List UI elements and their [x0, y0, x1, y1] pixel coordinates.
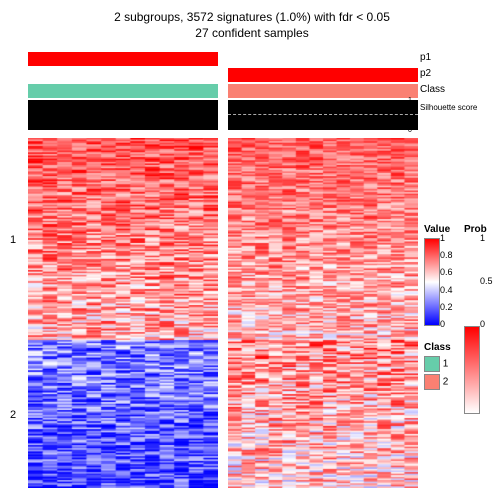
anno-label-p2: p2	[420, 68, 431, 79]
legend-class-title: Class	[424, 342, 451, 353]
anno-p1-right	[228, 52, 418, 66]
anno-class-left	[28, 84, 218, 98]
legend-value-tick: 0.4	[440, 285, 453, 295]
legend-prob-tick: 1	[480, 233, 485, 243]
anno-class-right	[228, 84, 418, 98]
legend-value-tick: 0	[440, 319, 445, 329]
legend-value-title: Value	[424, 224, 450, 235]
anno-label-class: Class	[420, 84, 445, 95]
legend-prob-tick: 0.5	[480, 276, 493, 286]
legend-prob-gradient	[464, 326, 480, 414]
anno-p2-right	[228, 68, 418, 82]
row-group-label-2: 2	[10, 409, 16, 421]
anno-label-p1: p1	[420, 52, 431, 63]
sil-tick: 0	[408, 127, 412, 134]
heatmap-left	[28, 138, 218, 488]
sil-dash-line	[228, 114, 418, 115]
title-line2: 27 confident samples	[0, 26, 504, 40]
title-line1: 2 subgroups, 3572 signatures (1.0%) with…	[0, 10, 504, 24]
anno-silhouette-right	[228, 100, 418, 130]
anno-p2-left	[28, 68, 218, 82]
legend-value-tick: 1	[440, 233, 445, 243]
row-group-label-1: 1	[10, 234, 16, 246]
anno-label-silhouette: Silhouette score	[420, 104, 477, 112]
legend-value-tick: 0.8	[440, 250, 453, 260]
anno-p1-left	[28, 52, 218, 66]
legend-value-tick: 0.2	[440, 302, 453, 312]
legend-prob-tick: 0	[480, 319, 485, 329]
legend-value-gradient	[424, 238, 440, 326]
legend-value-tick: 0.6	[440, 267, 453, 277]
anno-silhouette-left	[28, 100, 218, 130]
legend-class-item-2: 2	[424, 374, 448, 390]
heatmap-right	[228, 138, 418, 488]
sil-tick: 1	[408, 97, 412, 104]
legend-class-item-1: 1	[424, 356, 448, 372]
